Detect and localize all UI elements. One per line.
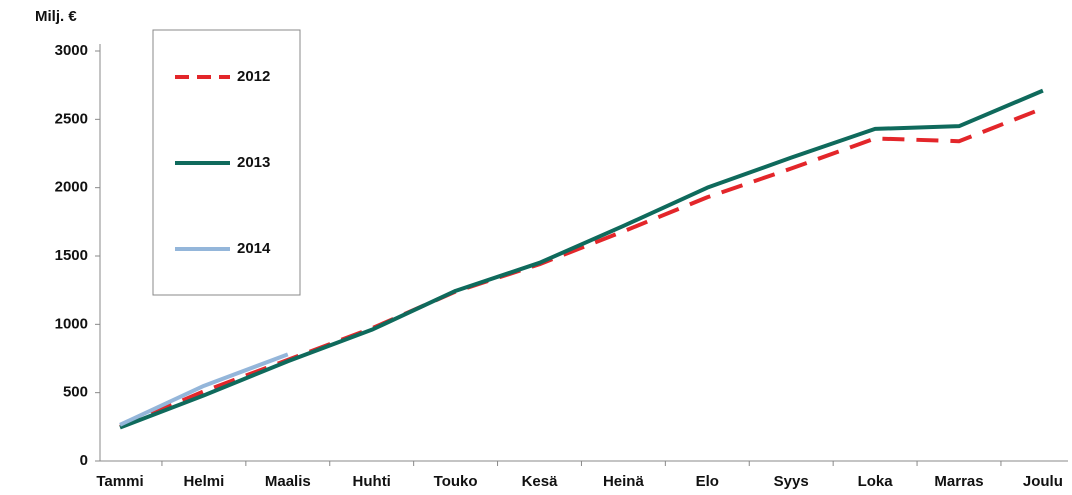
x-tick-label: Helmi — [183, 473, 224, 490]
x-tick-label: Touko — [434, 473, 478, 490]
x-tick-label: Kesä — [522, 473, 559, 490]
y-tick-label: 0 — [80, 452, 88, 469]
series-line — [119, 88, 1044, 430]
series-line — [119, 352, 289, 427]
x-tick-label: Huhti — [353, 473, 391, 490]
x-tick-label: Syys — [774, 473, 809, 490]
x-tick-label: Loka — [858, 473, 894, 490]
y-tick-label: 500 — [63, 384, 88, 401]
y-axis-label: Milj. € — [35, 8, 77, 25]
x-tick-label: Marras — [934, 473, 983, 490]
y-tick-label: 2500 — [55, 110, 88, 127]
y-tick-label: 1500 — [55, 247, 88, 264]
y-tick-label: 2000 — [55, 179, 88, 196]
x-tick-label: Tammi — [96, 473, 143, 490]
legend-label: 2012 — [237, 68, 270, 85]
legend-label: 2014 — [237, 240, 271, 257]
series-line — [119, 106, 1044, 429]
y-tick-label: 3000 — [55, 42, 88, 59]
x-tick-label: Maalis — [265, 473, 311, 490]
x-tick-label: Heinä — [603, 473, 645, 490]
x-tick-label: Elo — [696, 473, 719, 490]
x-tick-label: Joulu — [1023, 473, 1063, 490]
y-tick-label: 1000 — [55, 315, 88, 332]
legend-label: 2013 — [237, 154, 270, 171]
